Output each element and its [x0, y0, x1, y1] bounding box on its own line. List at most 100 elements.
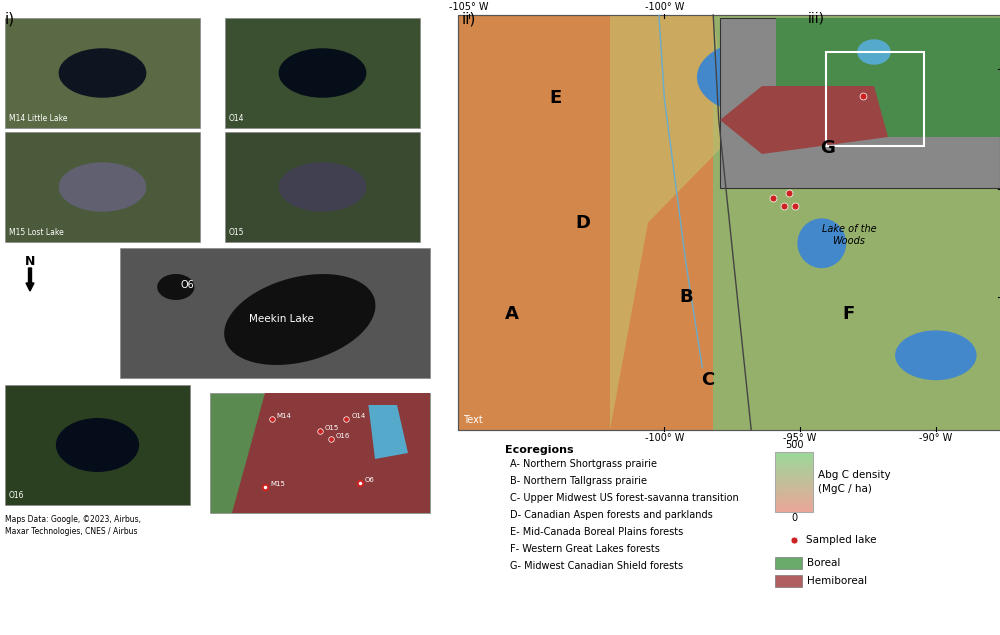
Ellipse shape	[895, 330, 977, 380]
Text: G: G	[820, 139, 835, 157]
Bar	[775, 489, 813, 490]
Bar	[775, 475, 813, 476]
Text: D- Canadian Aspen forests and parklands: D- Canadian Aspen forests and parklands	[510, 510, 713, 520]
Text: E- Mid-Canada Boreal Plains forests: E- Mid-Canada Boreal Plains forests	[510, 527, 683, 537]
Ellipse shape	[797, 218, 846, 268]
Ellipse shape	[157, 274, 194, 300]
Text: -100° W: -100° W	[645, 2, 684, 12]
Polygon shape	[368, 405, 408, 459]
Bar	[775, 457, 813, 458]
Bar	[775, 472, 813, 474]
Bar	[775, 488, 813, 489]
Text: O6: O6	[181, 281, 195, 290]
Bar	[775, 476, 813, 477]
Ellipse shape	[279, 48, 366, 98]
Bar	[775, 453, 813, 455]
Bar	[120, 248, 430, 378]
Bar	[775, 455, 813, 457]
Bar	[775, 479, 813, 481]
Text: O16: O16	[336, 432, 350, 439]
Bar	[775, 499, 813, 500]
Bar	[775, 469, 813, 470]
Ellipse shape	[59, 163, 146, 211]
Bar	[775, 467, 813, 469]
Polygon shape	[720, 86, 888, 154]
Bar	[775, 501, 813, 502]
Text: O15: O15	[229, 228, 244, 237]
Ellipse shape	[857, 39, 891, 65]
Bar	[775, 471, 813, 472]
Bar	[775, 452, 813, 453]
Text: F: F	[843, 305, 855, 323]
Bar	[5, 132, 200, 242]
Bar	[775, 497, 813, 498]
Text: M14: M14	[277, 413, 291, 419]
Polygon shape	[232, 393, 430, 513]
Text: F- Western Great Lakes forests: F- Western Great Lakes forests	[510, 544, 660, 554]
Bar	[775, 494, 813, 495]
Text: M14 Little Lake: M14 Little Lake	[9, 114, 68, 123]
Bar	[775, 498, 813, 499]
Bar	[775, 463, 813, 464]
Text: G- Midwest Canadian Shield forests: G- Midwest Canadian Shield forests	[510, 561, 683, 571]
Text: O14: O14	[351, 413, 366, 419]
Text: 500: 500	[785, 440, 803, 450]
Bar	[775, 486, 813, 487]
Text: Text: Text	[463, 415, 483, 425]
Ellipse shape	[697, 40, 816, 114]
Bar	[775, 506, 813, 507]
Text: O15: O15	[325, 425, 339, 431]
Bar	[775, 575, 802, 587]
Text: Boreal: Boreal	[807, 558, 840, 568]
Bar	[775, 478, 813, 479]
Bar	[775, 466, 813, 467]
Bar	[775, 493, 813, 494]
Bar	[775, 500, 813, 501]
Text: M15 Lost Lake: M15 Lost Lake	[9, 228, 64, 237]
Bar	[775, 470, 813, 471]
Text: Meekin Lake: Meekin Lake	[249, 314, 314, 324]
Bar	[775, 452, 813, 512]
Text: -105° W: -105° W	[449, 2, 489, 12]
Text: Abg C density
(MgC / ha): Abg C density (MgC / ha)	[818, 470, 891, 494]
Bar	[458, 15, 1000, 430]
Bar	[225, 18, 420, 128]
Ellipse shape	[279, 163, 366, 211]
Bar	[775, 510, 813, 511]
Bar	[775, 459, 813, 460]
Text: ii): ii)	[462, 12, 476, 27]
Bar	[775, 474, 813, 475]
Text: 0: 0	[791, 513, 797, 523]
Bar	[775, 495, 813, 497]
Bar	[775, 490, 813, 491]
Text: O16: O16	[9, 491, 24, 500]
Bar	[775, 505, 813, 506]
Bar	[775, 464, 813, 465]
Bar	[775, 507, 813, 509]
Bar	[775, 485, 813, 486]
Text: D: D	[575, 213, 590, 232]
Text: A- Northern Shortgrass prairie: A- Northern Shortgrass prairie	[510, 459, 657, 469]
Bar	[775, 509, 813, 510]
Text: -100° W: -100° W	[645, 433, 684, 443]
Bar	[775, 557, 802, 569]
Bar	[775, 504, 813, 505]
Text: Lake of the
Woods: Lake of the Woods	[822, 224, 876, 246]
Bar	[775, 487, 813, 488]
Bar	[775, 511, 813, 512]
Text: -95° W: -95° W	[783, 433, 817, 443]
Bar	[775, 481, 813, 482]
Text: Sampled lake: Sampled lake	[806, 535, 876, 545]
Text: O14: O14	[229, 114, 244, 123]
Bar	[458, 15, 1000, 430]
Text: C- Upper Midwest US forest-savanna transition: C- Upper Midwest US forest-savanna trans…	[510, 493, 739, 503]
Bar	[775, 502, 813, 504]
Text: i): i)	[5, 12, 15, 27]
Bar	[775, 482, 813, 483]
Bar	[225, 132, 420, 242]
Text: M15: M15	[270, 481, 285, 486]
Text: A: A	[505, 305, 519, 323]
Text: O6: O6	[365, 477, 374, 483]
Bar	[775, 477, 813, 478]
Bar	[775, 483, 813, 485]
